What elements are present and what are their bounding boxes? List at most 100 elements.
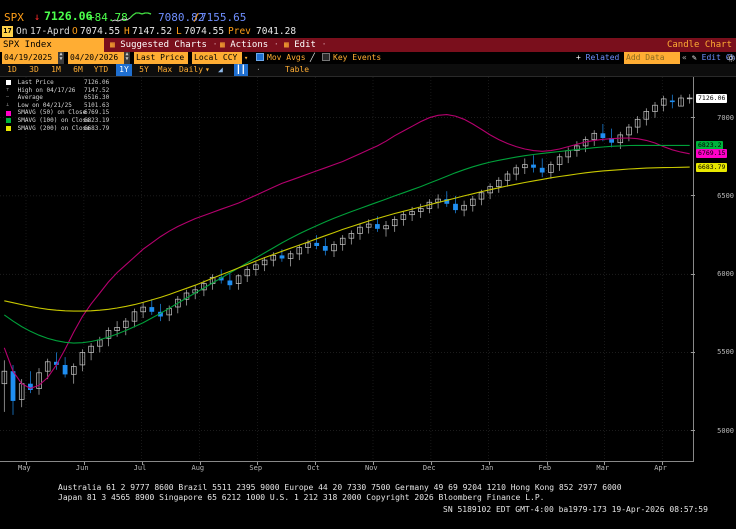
table-toggle[interactable]: Table	[285, 65, 310, 74]
y-tick-mark	[691, 117, 695, 119]
legend-value: 7147.52	[83, 86, 110, 94]
y-tick-mark	[691, 273, 695, 275]
candle-chart-icon[interactable]: ┃┃	[234, 64, 248, 76]
quote-ticker[interactable]: SPX	[4, 11, 24, 24]
footer-line-3: SN 5189102 EDT GMT-4:00 ba1979-173 19-Ap…	[443, 505, 708, 514]
edit-chart-button[interactable]: ✎ Edit Chart	[692, 52, 736, 64]
quote-change: +84.78	[88, 11, 128, 24]
x-tick-label: May	[18, 464, 31, 472]
chart-type-label: Candle Chart	[666, 40, 732, 50]
chevron-down-icon[interactable]: ▾	[205, 65, 210, 74]
mov-avgs-label[interactable]: Mov Avgs	[267, 53, 306, 62]
menu-item-suggested-charts[interactable]: ▦ Suggested Charts ·	[110, 38, 218, 52]
legend-label: Last Price	[17, 79, 54, 86]
gear-icon[interactable]	[727, 54, 735, 62]
legend-label: SMAVG (100) on Close	[17, 116, 90, 124]
range-5y[interactable]: 5Y	[139, 65, 149, 74]
ohlc-low-value: 7074.55	[184, 26, 225, 37]
y-tick-label: 5000	[717, 426, 734, 435]
price-tag: 7126.06	[696, 93, 728, 103]
x-tick-label: Mar	[596, 464, 610, 472]
price-tag: 6683.79	[696, 162, 728, 172]
collapse-icon[interactable]: «	[682, 53, 687, 62]
legend-marker-low: ⊥	[6, 102, 10, 109]
price-tag: 6769.15	[696, 149, 728, 159]
menu-dot-icon: ·	[321, 40, 327, 50]
ohlc-bar: 17 On 17-Apr d O 7074.55 H 7147.52 L 707…	[0, 26, 736, 38]
y-tick-label: 5500	[717, 348, 734, 357]
chart-area: Last Price 7126.06 ⊤ High on 04/17/26 71…	[0, 77, 736, 479]
sparkline-chart	[112, 12, 152, 22]
ohlc-open-label: O	[72, 26, 78, 37]
menu-item-suggested-charts-label: Suggested Charts	[120, 40, 207, 50]
menu-dot-icon: ·	[212, 40, 218, 50]
legend-label: High on 04/17/26	[17, 86, 76, 94]
plot-svg	[0, 77, 694, 462]
price-plot[interactable]	[0, 77, 694, 462]
legend-value: 6516.30	[83, 94, 110, 102]
quote-ask: 7155.65	[200, 11, 247, 24]
ohlc-prev-label: Prev	[228, 26, 251, 37]
x-tick-mark	[141, 462, 143, 465]
range-1m[interactable]: 1M	[51, 65, 61, 74]
suggested-charts-icon: ▦	[110, 40, 115, 49]
legend-item: Last Price 7126.06	[6, 79, 109, 87]
price-field-select[interactable]: Last Price	[134, 52, 188, 64]
legend-item: SMAVG (200) on Close 6683.79	[6, 125, 109, 133]
ohlc-prev-value: 7041.28	[256, 26, 297, 37]
key-events-checkbox[interactable]	[322, 53, 330, 61]
date-to-stepper[interactable]: ▲ ▼	[124, 51, 130, 64]
security-input[interactable]: SPX Index	[0, 38, 104, 52]
quote-bar: SPX ↓ 7126.06 +84.78 7080.82 / 7155.65	[0, 0, 736, 26]
x-tick-label: Jul	[133, 464, 147, 472]
quote-last-price: 7126.06	[44, 9, 93, 23]
legend-item: SMAVG (100) on Close 6823.19	[6, 117, 109, 125]
menu-item-actions[interactable]: ▦ Actions ·	[220, 38, 279, 52]
menu-item-edit-label: Edit	[294, 40, 316, 50]
add-data-input[interactable]: Add Data	[624, 52, 680, 64]
mov-avgs-checkbox[interactable]	[256, 53, 264, 61]
x-tick-mark	[257, 462, 259, 465]
range-max[interactable]: Max	[157, 65, 173, 74]
range-3d[interactable]: 3D	[29, 65, 39, 74]
x-tick-mark	[546, 462, 548, 465]
x-tick-mark	[26, 462, 27, 465]
y-tick-mark	[691, 430, 695, 432]
range-1d[interactable]: 1D	[7, 65, 17, 74]
legend-item: ⊥ Low on 04/21/25 5101.63	[6, 102, 109, 110]
legend-swatch-smavg100	[6, 118, 11, 124]
legend-value: 7126.06	[83, 79, 110, 86]
interval-select[interactable]: Daily	[178, 65, 204, 74]
footer-line-1: Australia 61 2 9777 8600 Brazil 5511 239…	[58, 483, 622, 492]
line-chart-icon[interactable]: ◢	[218, 65, 223, 74]
legend-item: SMAVG (50) on Close 6769.15	[6, 109, 109, 117]
date-to-input[interactable]: 04/20/2026	[68, 52, 124, 64]
currency-select[interactable]: Local CCY	[192, 52, 242, 64]
chevron-down-icon[interactable]: ▾	[244, 52, 249, 64]
x-tick-mark	[315, 462, 317, 465]
legend-item: ⊤ High on 04/17/26 7147.52	[6, 87, 109, 95]
plus-icon: +	[576, 53, 581, 62]
key-events-label[interactable]: Key Events	[333, 53, 382, 62]
legend-swatch-last-price	[6, 80, 11, 86]
x-tick-mark	[604, 462, 606, 465]
legend-value: 6769.15	[83, 109, 110, 117]
range-ytd[interactable]: YTD	[93, 65, 109, 74]
menu-item-edit[interactable]: ▦ Edit ·	[284, 38, 327, 52]
date-from-input[interactable]: 04/19/2025	[2, 52, 58, 64]
ohlc-date-badge[interactable]: 17	[2, 26, 13, 37]
date-from-stepper[interactable]: ▲ ▼	[58, 51, 64, 64]
x-axis: May Jun Jul Aug Sep Oct Nov Dec Jan Feb Mar Apr	[0, 462, 694, 476]
legend-item: — Average 6516.30	[6, 94, 109, 102]
x-tick-mark	[662, 462, 664, 465]
range-1y[interactable]: 1Y	[116, 64, 132, 76]
ohlc-date: 17-Apr	[30, 26, 65, 37]
y-tick-label: 6500	[717, 191, 734, 200]
price-tag: 6823.2	[696, 140, 724, 150]
range-6m[interactable]: 6M	[73, 65, 83, 74]
down-arrow-icon: ↓	[34, 12, 41, 23]
x-tick-mark	[373, 462, 374, 465]
more-chart-types-icon[interactable]: ·	[256, 65, 261, 74]
related-data-label: Related Data	[585, 53, 644, 62]
